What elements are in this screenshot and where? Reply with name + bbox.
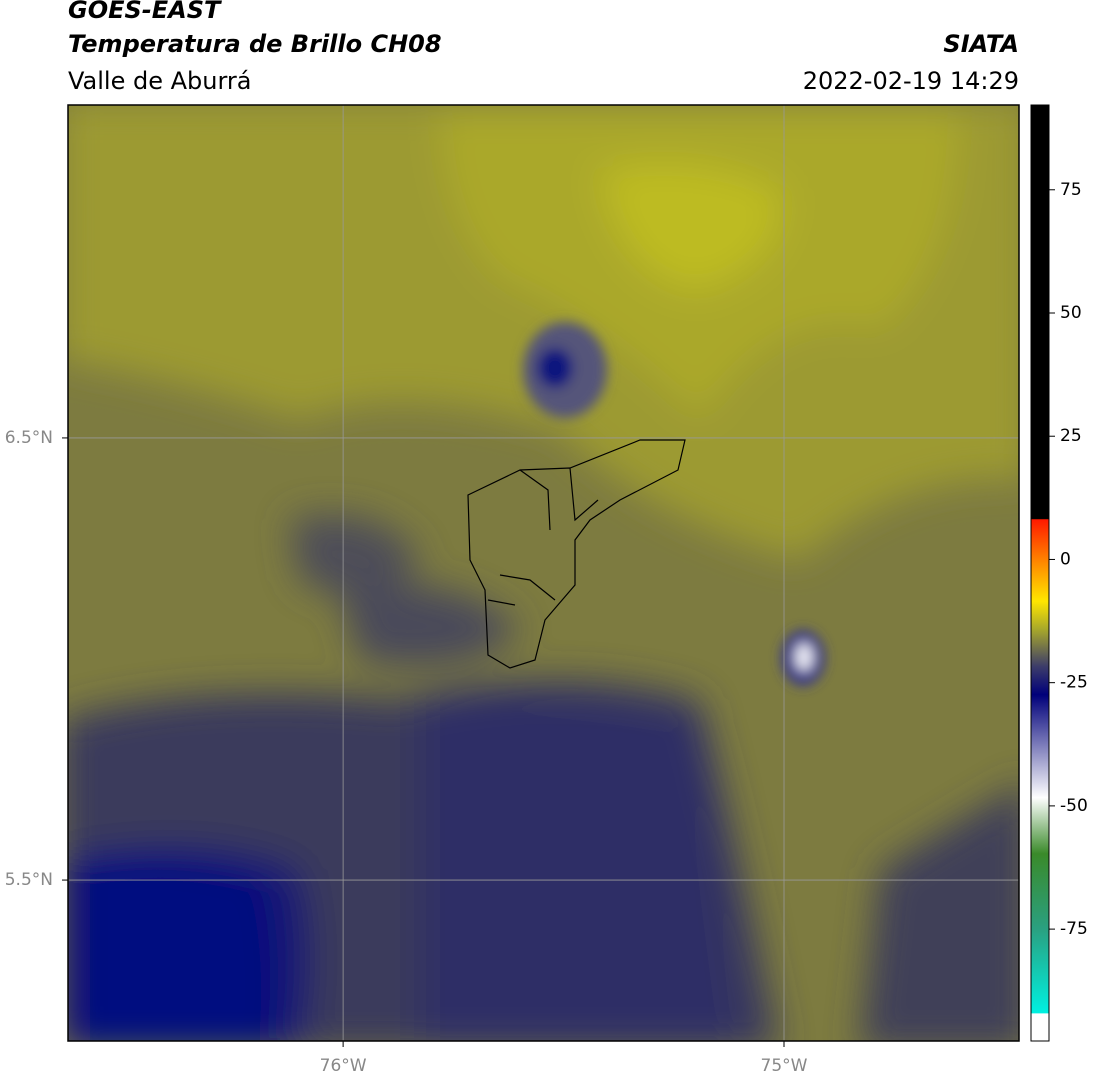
subtitle: Temperatura de Brillo CH08 [68, 30, 442, 58]
colorbar-tick-label: -75 [1060, 919, 1088, 939]
y-tick-label: 6.5°N [5, 428, 53, 448]
y-tick-label: 5.5°N [5, 870, 53, 890]
region: Valle de Aburrá [68, 67, 252, 95]
colorbar-tick-label: 0 [1060, 549, 1071, 569]
colorbar-tick-label: -25 [1060, 673, 1088, 693]
colorbar [1030, 104, 1050, 1042]
colorbar-tick-label: 75 [1060, 180, 1082, 200]
valley-outline [467, 439, 686, 669]
map-frame [67, 104, 1020, 1042]
colorbar-tick-label: 50 [1060, 303, 1082, 323]
x-tick-label: 75°W [761, 1056, 808, 1076]
grid [68, 105, 1019, 1041]
colorbar-tick-label: -50 [1060, 796, 1088, 816]
map-image [68, 105, 1019, 1041]
colorbar-tick-label: 25 [1060, 426, 1082, 446]
datetime: 2022-02-19 14:29 [803, 67, 1019, 95]
x-tick-label: 76°W [320, 1056, 367, 1076]
source: SIATA [943, 30, 1019, 58]
title: GOES-EAST [68, 0, 222, 24]
